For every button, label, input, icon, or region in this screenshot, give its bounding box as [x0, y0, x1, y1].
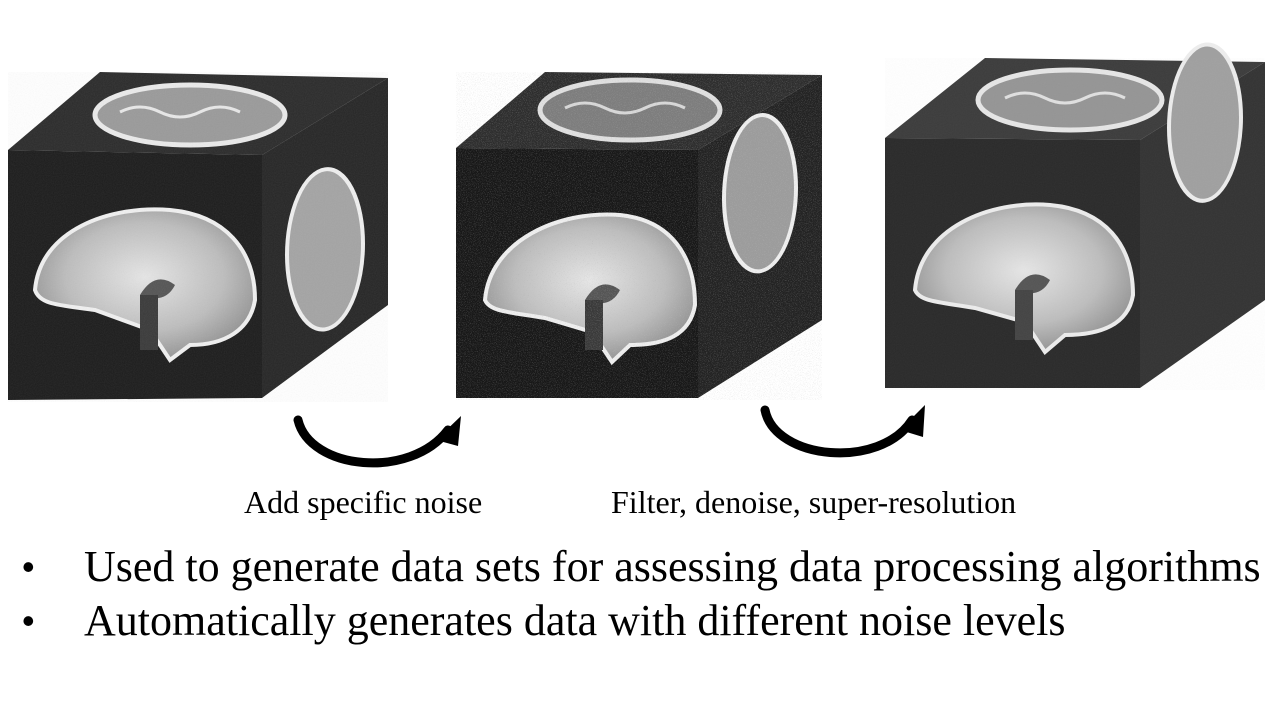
arrow-process — [760, 405, 917, 458]
bullet-item: • Used to generate data sets for assessi… — [22, 540, 1262, 594]
bullet-dot: • — [22, 600, 35, 641]
arrow-add-noise — [293, 415, 453, 468]
caption-filter-denoise: Filter, denoise, super-resolution — [611, 484, 1017, 520]
bullet-dot: • — [22, 546, 35, 587]
bullet-text: Automatically generates data with differ… — [84, 596, 1066, 645]
cube-processed — [885, 42, 1265, 390]
cube-original — [8, 72, 388, 402]
caption-add-noise: Add specific noise — [244, 484, 483, 520]
arrow-add-noise-head — [436, 416, 461, 446]
bullet-text: Used to generate data sets for assessing… — [84, 542, 1261, 591]
bullet-item: • Automatically generates data with diff… — [22, 594, 1262, 648]
bullet-list: • Used to generate data sets for assessi… — [22, 540, 1262, 648]
cube-noisy — [456, 72, 822, 400]
arrow-process-head — [900, 405, 925, 437]
